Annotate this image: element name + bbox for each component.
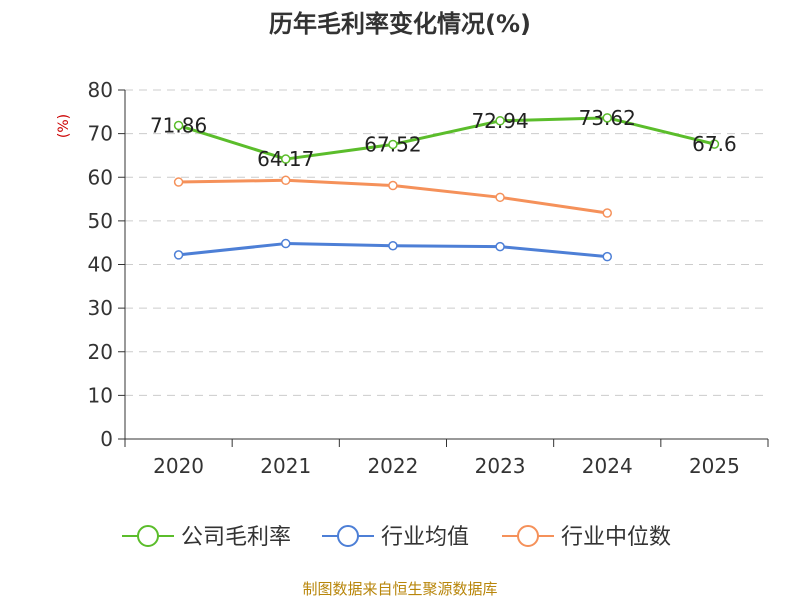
legend-marker-0 — [137, 525, 159, 547]
x-tick-label-2025: 2025 — [689, 454, 740, 478]
legend: 公司毛利率 行业均值 行业中位数 — [122, 525, 671, 550]
y-tick-label-40: 40 — [88, 253, 113, 277]
chart-title: 历年毛利率变化情况(%) — [269, 10, 531, 38]
x-tick-label-2024: 2024 — [582, 454, 633, 478]
x-tick-label-2021: 2021 — [260, 454, 311, 478]
data-label-2025: 67.6 — [692, 132, 737, 156]
series-2-point-2024 — [602, 208, 612, 218]
y-tick-label-50: 50 — [88, 209, 113, 233]
legend-marker-1 — [337, 525, 359, 547]
legend-label-1: 行业均值 — [381, 525, 469, 550]
series-2-point-2021 — [281, 175, 291, 186]
series-0-point-2022 — [388, 139, 398, 150]
series-lines — [173, 113, 720, 262]
data-label-2021: 64.17 — [257, 147, 314, 171]
y-tick-label-10: 10 — [88, 383, 113, 407]
y-tick-label-0: 0 — [100, 427, 113, 451]
legend-label-2: 行业中位数 — [561, 525, 671, 550]
series-2-point-2023 — [495, 192, 505, 203]
series-1-point-2024 — [602, 251, 612, 262]
data-label-2023: 72.94 — [471, 109, 528, 133]
series-1-point-2020 — [173, 250, 184, 260]
legend-marker-2 — [517, 525, 539, 547]
series-1-point-2021 — [281, 238, 291, 249]
series-1-point-2023 — [495, 241, 505, 252]
series-2-point-2020 — [173, 177, 184, 187]
data-label-2024: 73.62 — [579, 106, 636, 130]
series-0-point-2020 — [173, 120, 184, 131]
axes: 0 10 20 30 40 50 60 70 80 2020 2021 2022 2023 2024 202… — [88, 78, 769, 478]
data-label-2022: 67.52 — [364, 132, 421, 156]
x-tick-label-2022: 2022 — [367, 454, 418, 478]
y-tick-label-30: 30 — [88, 296, 113, 320]
series-0-point-2023 — [495, 116, 505, 126]
series-2-point-2022 — [388, 180, 398, 191]
x-tick-label-2020: 2020 — [153, 454, 204, 478]
y-tick-label-80: 80 — [88, 78, 113, 102]
series-0-point-2024 — [602, 113, 612, 123]
y-axis-unit-label: (%) — [56, 114, 72, 138]
series-1-point-2022 — [388, 240, 398, 251]
series-0-point-2021 — [281, 154, 291, 164]
legend-label-0: 公司毛利率 — [181, 525, 291, 550]
series-0-point-2025 — [709, 139, 720, 149]
x-tick-label-2023: 2023 — [475, 454, 526, 478]
data-labels: 71.86 64.17 67.52 72.94 73.62 67.6 — [150, 106, 737, 171]
source-note: 制图数据来自恒生聚源数据库 — [302, 580, 497, 598]
grid-lines — [125, 89, 768, 396]
series-line-0 — [177, 116, 716, 161]
y-tick-label-20: 20 — [88, 340, 113, 364]
y-tick-label-60: 60 — [88, 165, 113, 189]
data-label-2020: 71.86 — [150, 114, 207, 138]
y-tick-label-70: 70 — [88, 122, 113, 146]
